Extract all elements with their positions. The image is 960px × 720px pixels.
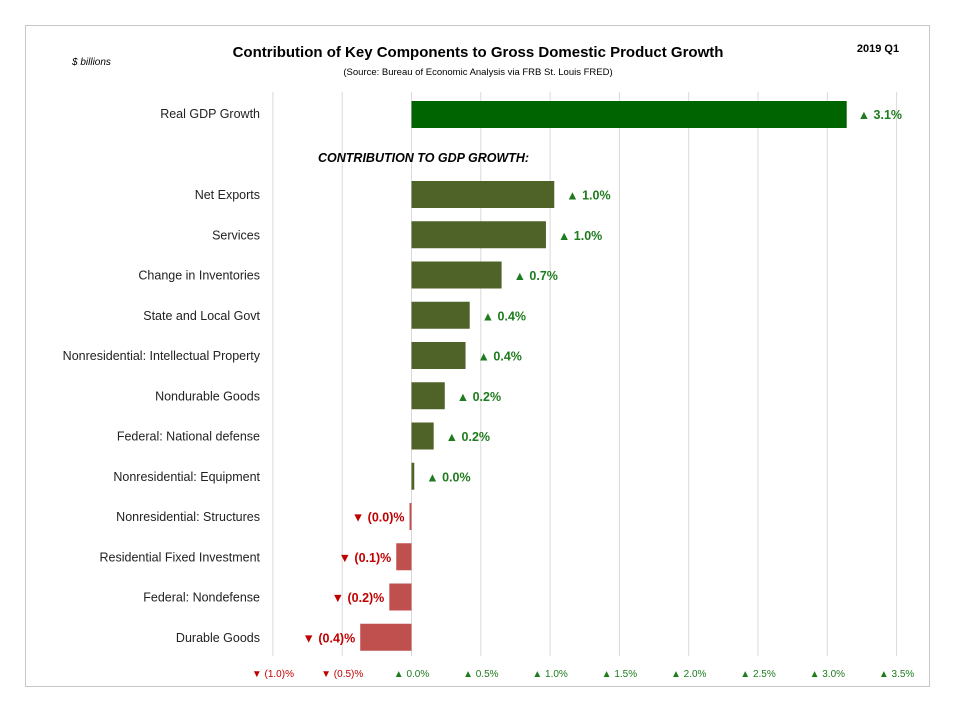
bar (411, 382, 445, 410)
x-tick-label: ▲ 3.5% (879, 669, 915, 680)
x-tick-label: ▼ (1.0)% (252, 669, 294, 680)
period-label: 2019 Q1 (857, 43, 899, 55)
x-tick-label: ▲ 1.5% (602, 669, 638, 680)
value-label: ▲ 0.2% (457, 390, 501, 404)
category-label: Durable Goods (176, 631, 260, 645)
category-label: Services (212, 228, 260, 242)
category-label: Net Exports (195, 188, 260, 202)
value-label: ▲ 1.0% (566, 189, 610, 203)
x-tick-label: ▲ 2.0% (671, 669, 707, 680)
bar (389, 583, 412, 611)
category-label: Nonresidential: Intellectual Property (63, 349, 261, 363)
category-label: Nonresidential: Structures (116, 510, 260, 524)
value-label: ▲ 0.0% (426, 470, 470, 484)
x-tick-label: ▲ 3.0% (810, 669, 846, 680)
bar (411, 422, 434, 450)
category-label: Federal: Nondefense (143, 591, 260, 605)
section-label: CONTRIBUTION TO GDP GROWTH: (318, 151, 529, 165)
value-label: ▼ (0.0)% (352, 511, 405, 525)
unit-note: $ billions (71, 57, 111, 68)
category-label: Residential Fixed Investment (100, 550, 261, 564)
x-tick-label: ▲ 0.0% (394, 669, 430, 680)
value-label: ▼ (0.2)% (332, 591, 385, 605)
category-label: State and Local Govt (143, 309, 260, 323)
gridlines (272, 92, 898, 656)
x-tick-label: ▲ 1.0% (532, 669, 568, 680)
category-label: Federal: National defense (117, 430, 260, 444)
bar (360, 623, 412, 651)
x-tick-label: ▲ 2.5% (740, 669, 776, 680)
bar (411, 261, 502, 289)
bar (409, 503, 412, 530)
x-tick-label: ▲ 0.5% (463, 669, 499, 680)
category-label: Nondurable Goods (155, 389, 260, 403)
bar (411, 301, 470, 329)
value-label: ▼ (0.4)% (303, 631, 356, 645)
bar (411, 221, 546, 249)
headline-value-label: ▲ 3.1% (858, 108, 902, 122)
bar (411, 342, 466, 369)
value-label: ▲ 0.4% (482, 309, 526, 323)
value-label: ▼ (0.1)% (339, 551, 392, 565)
bar (411, 462, 415, 490)
chart-subtitle: (Source: Bureau of Economic Analysis via… (343, 67, 612, 78)
x-axis-ticks: ▼ (1.0)% ▼ (0.5)% ▲ 0.0% ▲ 0.5% ▲ 1.0% ▲ 1.5%… (252, 669, 915, 680)
value-label: ▲ 1.0% (558, 229, 602, 243)
bar (396, 543, 412, 571)
value-label: ▲ 0.2% (446, 430, 490, 444)
category-label: Nonresidential: Equipment (113, 470, 260, 484)
value-label: ▲ 0.4% (478, 350, 522, 364)
x-tick-label: ▼ (0.5)% (321, 669, 363, 680)
headline-bar (411, 101, 847, 128)
bar (411, 181, 555, 208)
bars: Net Exports ▲ 1.0% Services ▲ 1.0% Change in… (63, 181, 611, 651)
chart-title: Contribution of Key Components to Gross … (233, 44, 724, 61)
value-label: ▲ 0.7% (514, 269, 558, 283)
headline-category-label: Real GDP Growth (160, 107, 260, 121)
category-label: Change in Inventories (138, 269, 260, 283)
chart-frame (25, 25, 930, 687)
